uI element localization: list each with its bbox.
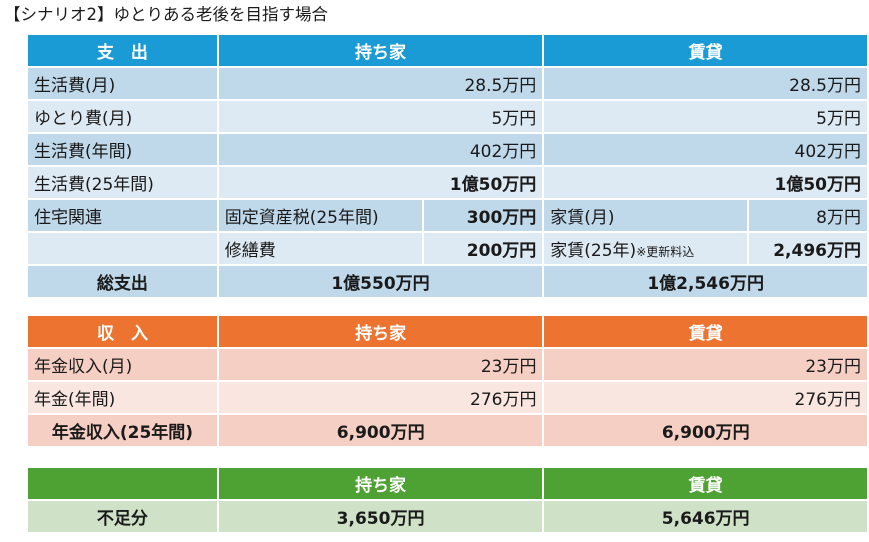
rent-item-name: 家賃(25年)※更新料込 <box>544 233 748 264</box>
income-header-rent: 賃貸 <box>544 316 867 347</box>
own-value: 1億50万円 <box>218 167 543 198</box>
shortfall-own: 3,650万円 <box>218 501 543 532</box>
housing-label: 住宅関連 <box>28 200 217 231</box>
row-label: 生活費(月) <box>28 68 217 99</box>
income-header-row: 収 入 持ち家 賃貸 <box>28 316 867 347</box>
rent-value: 28.5万円 <box>544 68 867 99</box>
total-own: 1億550万円 <box>218 266 543 297</box>
own-item-name: 修繕費 <box>218 233 422 264</box>
rent-item-value: 2,496万円 <box>749 233 867 264</box>
own-value: 28.5万円 <box>218 68 543 99</box>
row-label: 年金(年間) <box>28 382 217 413</box>
expense-header-label: 支 出 <box>28 35 217 66</box>
own-item-name: 固定資産税(25年間) <box>218 200 422 231</box>
housing-label-empty <box>28 233 217 264</box>
income-table: 収 入 持ち家 賃貸 年金収入(月) 23万円 23万円 年金(年間) 276万… <box>26 314 869 448</box>
table-row: 年金(年間) 276万円 276万円 <box>28 382 867 413</box>
row-label: 年金収入(月) <box>28 349 217 380</box>
rent-item-note: ※更新料込 <box>636 245 695 259</box>
rent-value: 402万円 <box>544 134 867 165</box>
row-label: 生活費(25年間) <box>28 167 217 198</box>
housing-row-2: 修繕費 200万円 家賃(25年)※更新料込 2,496万円 <box>28 233 867 264</box>
rent-item-name-text: 家賃(25年) <box>550 241 637 261</box>
expense-header-row: 支 出 持ち家 賃貸 <box>28 35 867 66</box>
expense-table: 支 出 持ち家 賃貸 生活費(月) 28.5万円 28.5万円 ゆとり費(月) … <box>26 33 869 299</box>
table-row: 年金収入(月) 23万円 23万円 <box>28 349 867 380</box>
total-own: 6,900万円 <box>218 415 543 446</box>
own-item-value: 200万円 <box>423 233 543 264</box>
total-label: 年金収入(25年間) <box>28 415 217 446</box>
row-label: ゆとり費(月) <box>28 101 217 132</box>
total-rent: 6,900万円 <box>544 415 867 446</box>
rent-item-value: 8万円 <box>749 200 867 231</box>
shortfall-rent: 5,646万円 <box>544 501 867 532</box>
own-item-value: 300万円 <box>423 200 543 231</box>
table-row: 生活費(年間) 402万円 402万円 <box>28 134 867 165</box>
rent-item-name: 家賃(月) <box>544 200 748 231</box>
expense-total-row: 総支出 1億550万円 1億2,546万円 <box>28 266 867 297</box>
table-row: 生活費(月) 28.5万円 28.5万円 <box>28 68 867 99</box>
total-label: 総支出 <box>28 266 217 297</box>
table-row: ゆとり費(月) 5万円 5万円 <box>28 101 867 132</box>
own-value: 276万円 <box>218 382 543 413</box>
rent-value: 5万円 <box>544 101 867 132</box>
rent-value: 23万円 <box>544 349 867 380</box>
own-value: 23万円 <box>218 349 543 380</box>
shortfall-header-rent: 賃貸 <box>544 468 867 499</box>
rent-value: 1億50万円 <box>544 167 867 198</box>
income-header-label: 収 入 <box>28 316 217 347</box>
expense-header-rent: 賃貸 <box>544 35 867 66</box>
income-header-own: 持ち家 <box>218 316 543 347</box>
income-total-row: 年金収入(25年間) 6,900万円 6,900万円 <box>28 415 867 446</box>
rent-value: 276万円 <box>544 382 867 413</box>
total-rent: 1億2,546万円 <box>544 266 867 297</box>
own-value: 5万円 <box>218 101 543 132</box>
housing-row-1: 住宅関連 固定資産税(25年間) 300万円 家賃(月) 8万円 <box>28 200 867 231</box>
shortfall-label: 不足分 <box>28 501 217 532</box>
rent-item-name-text: 家賃(月) <box>550 208 615 228</box>
expense-header-own: 持ち家 <box>218 35 543 66</box>
page-title: 【シナリオ2】ゆとりある老後を目指す場合 <box>4 5 328 24</box>
shortfall-header-row: 持ち家 賃貸 <box>28 468 867 499</box>
shortfall-row: 不足分 3,650万円 5,646万円 <box>28 501 867 532</box>
row-label: 生活費(年間) <box>28 134 217 165</box>
shortfall-header-own: 持ち家 <box>218 468 543 499</box>
shortfall-header-empty <box>28 468 217 499</box>
own-value: 402万円 <box>218 134 543 165</box>
shortfall-table: 持ち家 賃貸 不足分 3,650万円 5,646万円 <box>26 466 869 534</box>
table-row: 生活費(25年間) 1億50万円 1億50万円 <box>28 167 867 198</box>
